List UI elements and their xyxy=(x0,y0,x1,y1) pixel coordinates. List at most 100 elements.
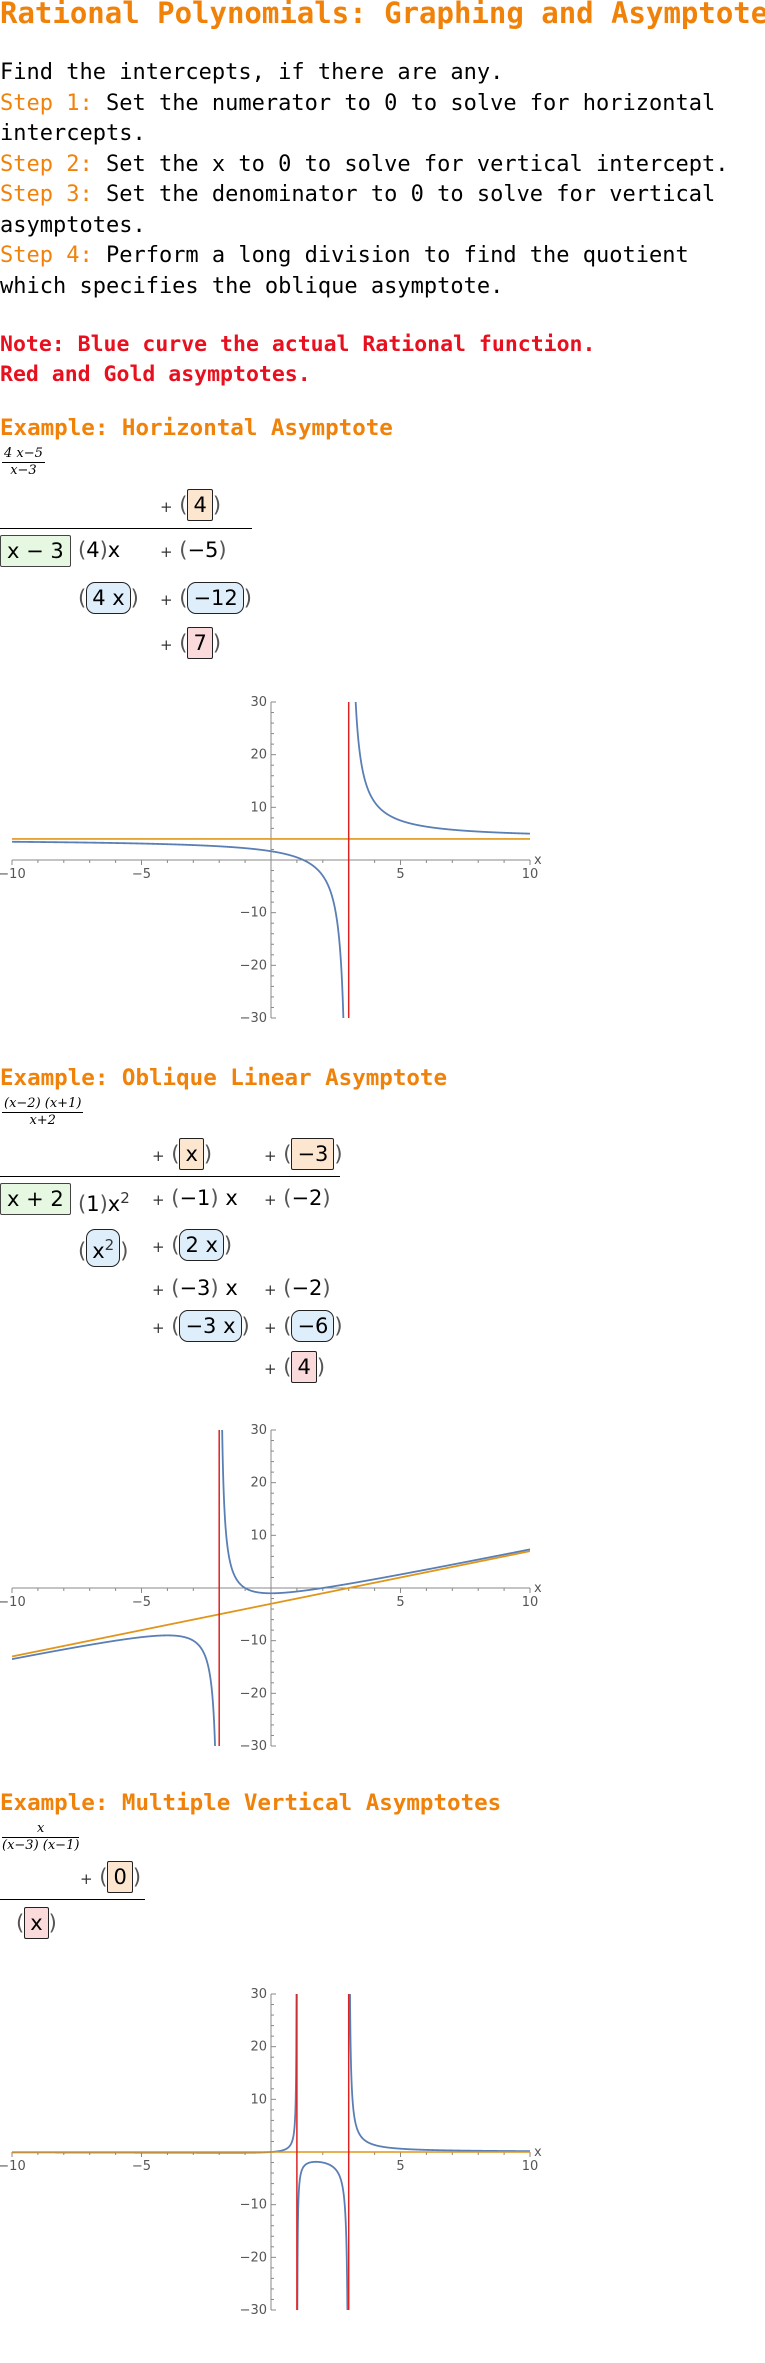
step-4: Step 4: Perform a long division to find … xyxy=(0,241,765,302)
step-text: Set the numerator to 0 to solve for hori… xyxy=(0,90,716,147)
plus-sign: + xyxy=(264,1191,277,1209)
subtract-1-first: (x2) xyxy=(78,1229,128,1267)
x-axis-label: x xyxy=(534,1581,542,1596)
remainder-box: 7 xyxy=(187,627,213,659)
step-1: Step 1: Set the numerator to 0 to solve … xyxy=(0,89,765,150)
step-text: Set the x to 0 to solve for vertical int… xyxy=(92,151,729,177)
division-bar xyxy=(0,528,252,529)
variable: x xyxy=(225,1186,238,1210)
quotient-box: 0 xyxy=(107,1861,133,1893)
dividend-term-1: (1)x2 xyxy=(78,1189,130,1216)
step-3: Step 3: Set the denominator to 0 to solv… xyxy=(0,180,765,241)
variable: x xyxy=(107,1192,121,1216)
fraction-denominator: (x−3) (x−1) xyxy=(2,1838,80,1853)
quotient-box: x xyxy=(179,1138,204,1170)
example-3-fraction: x (x−3) (x−1) xyxy=(2,1821,80,1854)
y-tick-label: −30 xyxy=(240,1011,267,1026)
dividend-term-2: + (−1) x xyxy=(152,1186,238,1210)
subtract-1-second: + (2 x) xyxy=(152,1229,232,1262)
row-3-first: + (−3) x xyxy=(152,1276,238,1300)
lead-coefficient: 4 xyxy=(86,538,100,562)
plus-sign: + xyxy=(152,1191,165,1209)
subtract-2-second: + (−6) xyxy=(264,1310,343,1343)
dividend-lead: (4)x xyxy=(78,538,121,562)
x-axis-label: x xyxy=(534,2145,542,2160)
coefficient: −3 xyxy=(179,1276,211,1300)
y-tick-label: 20 xyxy=(250,2040,267,2055)
note-line-1: Note: Blue curve the actual Rational fun… xyxy=(0,332,596,357)
dividend-term-3: + (−2) xyxy=(264,1186,331,1210)
x-tick-label: −10 xyxy=(0,867,26,882)
product-box: 2 x xyxy=(179,1229,224,1261)
remainder-term: (x) xyxy=(16,1907,57,1939)
step-2: Step 2: Set the x to 0 to solve for vert… xyxy=(0,150,765,181)
variable: x xyxy=(92,1239,105,1263)
plus-sign: + xyxy=(160,591,173,609)
page-title: Rational Polynomials: Graphing and Asymp… xyxy=(0,0,765,30)
subtract-second: + (−12) xyxy=(160,582,252,615)
coefficient: −1 xyxy=(179,1186,211,1210)
y-tick-label: −20 xyxy=(240,2250,267,2265)
note-line-2: Red and Gold asymptotes. xyxy=(0,362,311,387)
x-tick-label: 5 xyxy=(396,2159,404,2174)
product-box: 4 x xyxy=(86,582,131,614)
step-text: Perform a long division to find the quot… xyxy=(0,243,689,299)
remainder-term: + (7) xyxy=(160,627,221,660)
y-tick-label: 10 xyxy=(250,2092,267,2107)
fraction-numerator: x xyxy=(2,1821,80,1838)
coefficient: 1 xyxy=(86,1192,100,1216)
y-tick-label: −20 xyxy=(240,1686,267,1701)
exponent: 2 xyxy=(120,1189,130,1207)
fraction-numerator: 4 x−5 xyxy=(2,446,45,463)
fraction-denominator: x+2 xyxy=(29,1113,56,1128)
rational-function-curve xyxy=(12,1430,530,1746)
x-tick-label: −10 xyxy=(0,2159,26,2174)
dividend-constant: + (−5) xyxy=(160,538,227,562)
x-tick-label: 10 xyxy=(522,2159,539,2174)
x-tick-label: 5 xyxy=(396,1595,404,1610)
example-3-heading: Example: Multiple Vertical Asymptotes xyxy=(0,1790,502,1816)
plus-sign: + xyxy=(264,1360,277,1378)
divisor-box: x + 2 xyxy=(0,1183,71,1215)
y-tick-label: −10 xyxy=(240,2198,267,2213)
constant-value: −2 xyxy=(291,1276,323,1300)
x-tick-label: 10 xyxy=(522,1595,539,1610)
quotient-term: + (4) xyxy=(160,489,221,522)
subtract-first: (4 x) xyxy=(78,582,139,614)
x-tick-label: −5 xyxy=(132,1595,151,1610)
plus-sign: + xyxy=(152,1238,165,1256)
example-1-heading: Example: Horizontal Asymptote xyxy=(0,415,393,441)
x-tick-label: −10 xyxy=(0,1595,26,1610)
y-tick-label: 30 xyxy=(250,695,267,710)
lead-variable: x xyxy=(107,538,121,562)
fraction-numerator: (x−2) (x+1) xyxy=(2,1096,84,1113)
remainder-box: x xyxy=(24,1907,49,1939)
plus-sign: + xyxy=(160,543,173,561)
constant-value: −2 xyxy=(291,1186,323,1210)
constant-value: −5 xyxy=(187,538,219,562)
plus-sign: + xyxy=(80,1870,93,1888)
x-tick-label: 10 xyxy=(522,867,539,882)
y-tick-label: 30 xyxy=(250,1423,267,1438)
step-label: Step 1: xyxy=(0,90,93,116)
plot-1: −10 −5 5 10 −30 −20 −10 10 20 30 x xyxy=(0,695,542,1026)
product-box: x2 xyxy=(86,1229,121,1267)
quotient-term-2: + (−3) xyxy=(264,1138,343,1171)
product-box: −12 xyxy=(187,582,244,614)
divisor-box: x − 3 xyxy=(0,535,71,567)
quotient-term: + (0) xyxy=(80,1861,141,1894)
y-tick-label: −30 xyxy=(240,1739,267,1754)
step-label: Step 2: xyxy=(0,151,93,177)
plus-sign: + xyxy=(152,1147,165,1165)
plus-sign: + xyxy=(152,1281,165,1299)
note: Note: Blue curve the actual Rational fun… xyxy=(0,330,595,390)
division-bar xyxy=(0,1176,340,1177)
x-tick-label: −5 xyxy=(132,2159,151,2174)
plot-3: −10 −5 5 10 −30 −20 −10 10 20 30 x xyxy=(0,1987,542,2318)
subtract-2-first: + (−3 x) xyxy=(152,1310,250,1343)
fraction-denominator: x−3 xyxy=(10,463,37,478)
product-box: −6 xyxy=(291,1310,335,1342)
exponent: 2 xyxy=(104,1236,115,1254)
plus-sign: + xyxy=(264,1281,277,1299)
y-tick-label: 20 xyxy=(250,1476,267,1491)
